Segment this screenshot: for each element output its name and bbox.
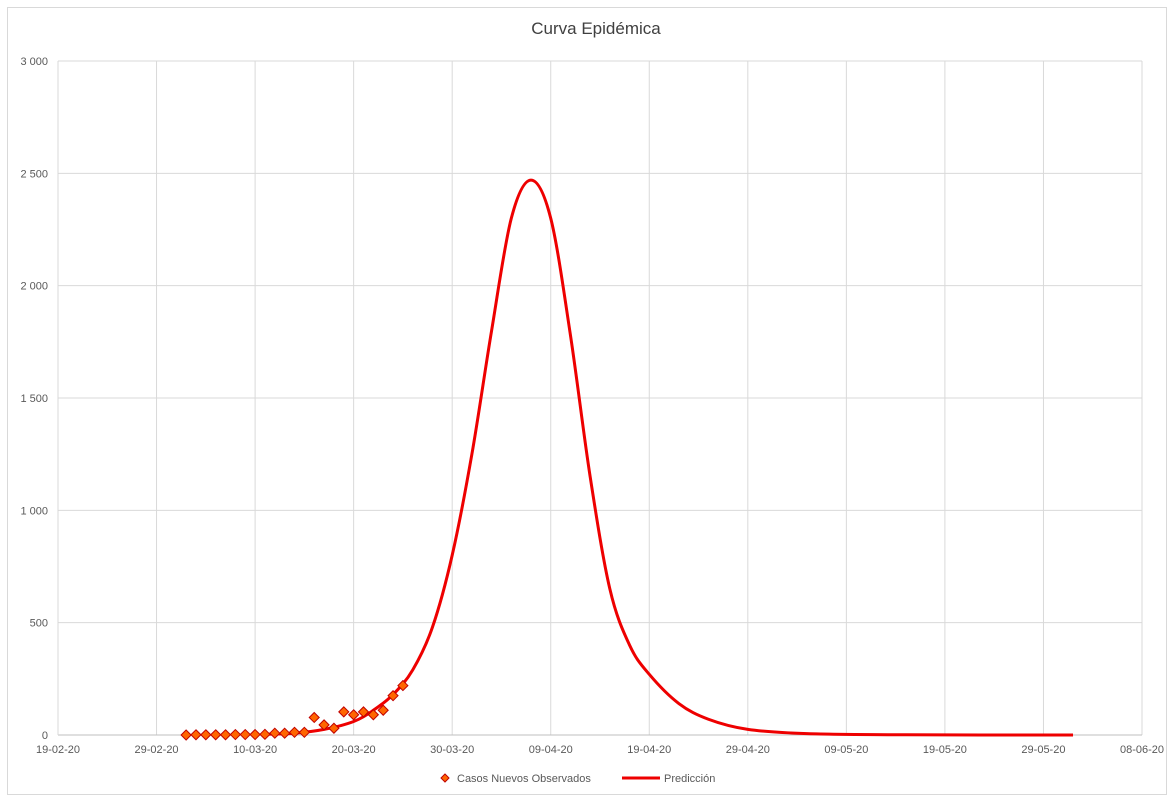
observed-point <box>308 711 320 724</box>
chart-frame: 0 500 1 000 1 500 2 000 2 500 3 000 19-02-20 29-… <box>7 7 1167 795</box>
observed-point <box>338 706 350 718</box>
observed-point <box>397 679 409 692</box>
gridlines <box>58 60 1143 735</box>
observed-point <box>259 728 271 741</box>
x-tick-label: 29-05-20 <box>1021 744 1065 756</box>
observed-point <box>269 727 281 739</box>
y-tick-label: 0 <box>42 730 48 742</box>
x-tick-label: 20-03-20 <box>332 744 376 756</box>
observed-point <box>278 727 291 739</box>
observed-point <box>229 728 242 741</box>
observed-point <box>288 726 301 739</box>
observed-point <box>219 729 232 741</box>
y-tick-label: 500 <box>30 618 48 630</box>
observed-point <box>200 729 212 741</box>
observed-series <box>180 679 409 741</box>
legend-label: Predicción <box>664 773 715 785</box>
y-tick-label: 2 000 <box>20 281 48 293</box>
observed-point <box>298 726 311 739</box>
y-tick-label: 1 500 <box>20 393 48 405</box>
prediction-line <box>264 178 1074 737</box>
x-tick-label: 30-03-20 <box>430 744 474 756</box>
x-tick-label: 10-03-20 <box>233 744 277 756</box>
observed-point <box>328 722 340 734</box>
observed-point <box>357 706 370 718</box>
x-tick-label: 08-06-20 <box>1120 744 1164 756</box>
x-tick-label: 19-02-20 <box>36 744 80 756</box>
chart: 0 500 1 000 1 500 2 000 2 500 3 000 19-02-20 29-… <box>20 19 1164 785</box>
observed-point <box>377 704 389 716</box>
x-tick-label: 19-04-20 <box>627 744 671 756</box>
legend-diamond-swatch <box>440 773 450 783</box>
observed-point <box>249 728 261 741</box>
legend-label: Casos Nuevos Observados <box>457 773 591 785</box>
observed-point <box>318 719 330 731</box>
prediction-series <box>264 178 1074 737</box>
observed-point <box>347 709 360 721</box>
x-tick-label: 29-02-20 <box>135 744 179 756</box>
x-tick-label: 19-05-20 <box>923 744 967 756</box>
chart-title: Curva Epidémica <box>531 19 661 38</box>
observed-point <box>190 729 202 741</box>
y-tick-label: 1 000 <box>20 505 48 517</box>
observed-point <box>180 729 192 741</box>
observed-point <box>387 689 399 702</box>
observed-point <box>239 728 251 741</box>
y-tick-label: 2 500 <box>20 168 48 180</box>
observed-point <box>367 709 380 721</box>
x-tick-label: 09-04-20 <box>529 744 573 756</box>
observed-point <box>209 729 222 741</box>
x-tick-label: 09-05-20 <box>824 744 868 756</box>
y-tick-label: 3 000 <box>20 56 48 68</box>
legend: Casos Nuevos Observados Predicción <box>440 773 715 785</box>
axes: 0 500 1 000 1 500 2 000 2 500 3 000 19-02-20 29-… <box>20 56 1164 756</box>
x-tick-label: 29-04-20 <box>726 744 770 756</box>
